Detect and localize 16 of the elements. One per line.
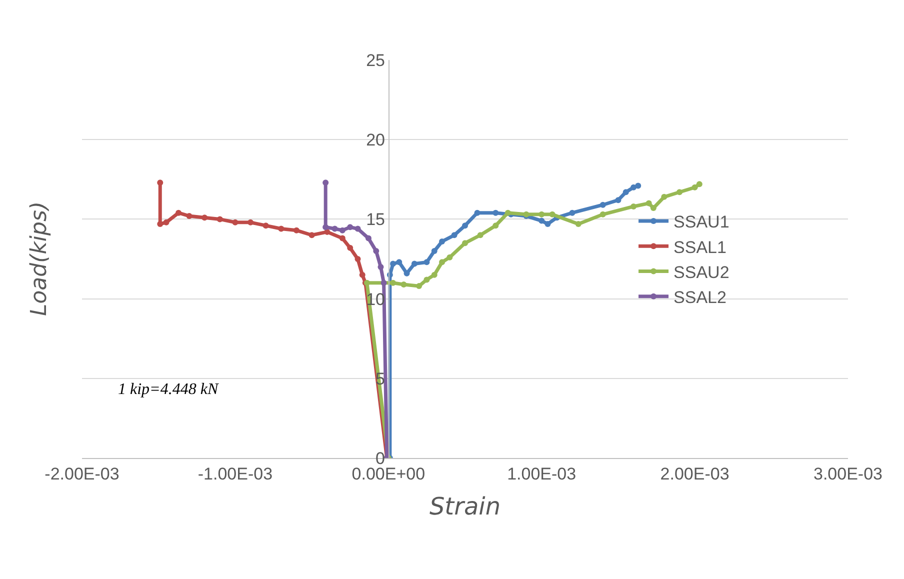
x-tick-label: 2.00E-03	[660, 464, 730, 484]
y-axis-title: Load(kips)	[27, 201, 52, 316]
legend-label: SSAU1	[674, 212, 730, 232]
x-axis-title: Strain	[429, 492, 501, 521]
y-tick-label: 15	[366, 210, 385, 230]
legend-label: SSAL1	[674, 238, 726, 257]
y-tick-label: 5	[376, 369, 385, 388]
x-tick-label: 3.00E-03	[814, 464, 882, 484]
x-tick-label: -1.00E-03	[198, 464, 273, 484]
legend-label: SSAU2	[674, 262, 730, 282]
annotation: 1 kip=4.448 kN	[118, 381, 220, 398]
y-tick-label: 25	[366, 50, 385, 70]
legend-label: SSAL2	[674, 288, 726, 307]
x-tick-label: -2.00E-03	[44, 464, 120, 484]
y-tick-label: 20	[366, 130, 385, 150]
x-tick-label: 1.00E-03	[507, 464, 576, 484]
